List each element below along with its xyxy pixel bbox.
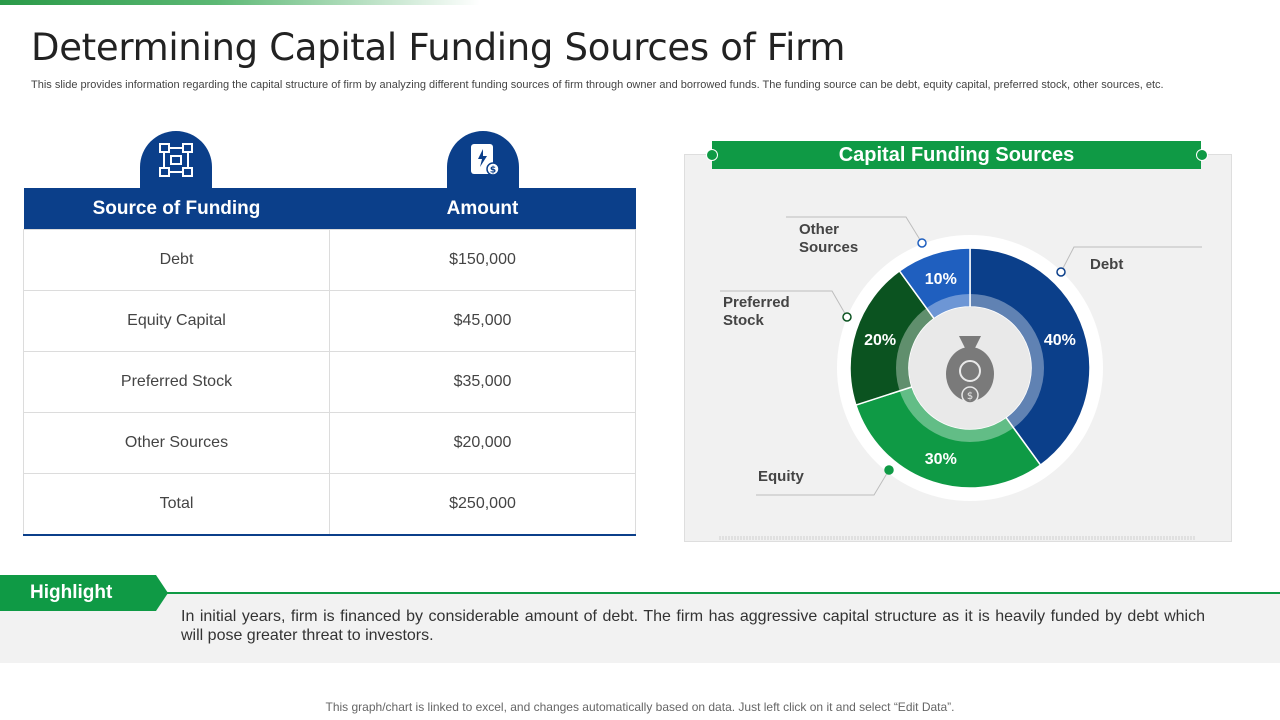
svg-text:$: $ [967,391,973,402]
donut-label-equity: 30% [925,451,957,468]
banner-dot-left [706,149,718,161]
callout-dot-other [917,238,927,248]
table-row: Debt $150,000 [23,229,636,291]
callout-label-equity: Equity [758,468,804,485]
top-accent-line [0,0,480,5]
page-title: Determining Capital Funding Sources of F… [31,26,846,69]
amount-cell: $250,000 [329,473,636,536]
amount-cell: $150,000 [329,229,636,291]
table-row: Preferred Stock $35,000 [23,351,636,413]
source-cell: Equity Capital [23,290,330,352]
column-header-amount: Amount [329,188,636,230]
amount-cell: $45,000 [329,290,636,352]
invoice-dollar-icon: $ [447,131,519,189]
highlight-tag: Highlight [0,575,168,611]
donut-label-debt: 40% [1044,332,1076,349]
funding-table: Source of Funding Amount Debt $150,000 E… [23,188,636,536]
network-structure-icon [140,131,212,189]
source-cell: Preferred Stock [23,351,330,413]
highlight-text: In initial years, firm is financed by co… [181,608,1205,644]
donut-label-preferred-stock: 20% [864,332,896,349]
callout-dot-equity [884,465,894,475]
callout-dot-debt [1056,267,1066,277]
highlight-box [0,594,1280,663]
callout-label-debt: Debt [1090,256,1124,273]
footer-note: This graph/chart is linked to excel, and… [325,700,955,714]
money-bag-icon: $ [946,336,994,404]
source-cell: Total [23,473,330,536]
chart-title: Capital Funding Sources [712,141,1201,169]
callout-dot-preferred [842,312,852,322]
callout-label-other: Other Sources [799,221,859,256]
table-header-row: Source of Funding Amount [23,188,636,230]
callout-label-preferred: Preferred Stock [723,294,790,329]
source-cell: Debt [23,229,330,291]
page-subtitle: This slide provides information regardin… [31,79,1164,91]
table-row: Equity Capital $45,000 [23,290,636,352]
source-cell: Other Sources [23,412,330,474]
amount-cell: $35,000 [329,351,636,413]
banner-dot-right [1196,149,1208,161]
table-row: Total $250,000 [23,473,636,536]
donut-chart: $ 40% 30% 20% 10% [719,216,1202,540]
table-row: Other Sources $20,000 [23,412,636,474]
donut-label-other-sources: 10% [925,271,957,288]
svg-text:$: $ [490,166,496,176]
amount-cell: $20,000 [329,412,636,474]
column-header-source: Source of Funding [23,188,330,230]
highlight-divider [0,592,1280,594]
